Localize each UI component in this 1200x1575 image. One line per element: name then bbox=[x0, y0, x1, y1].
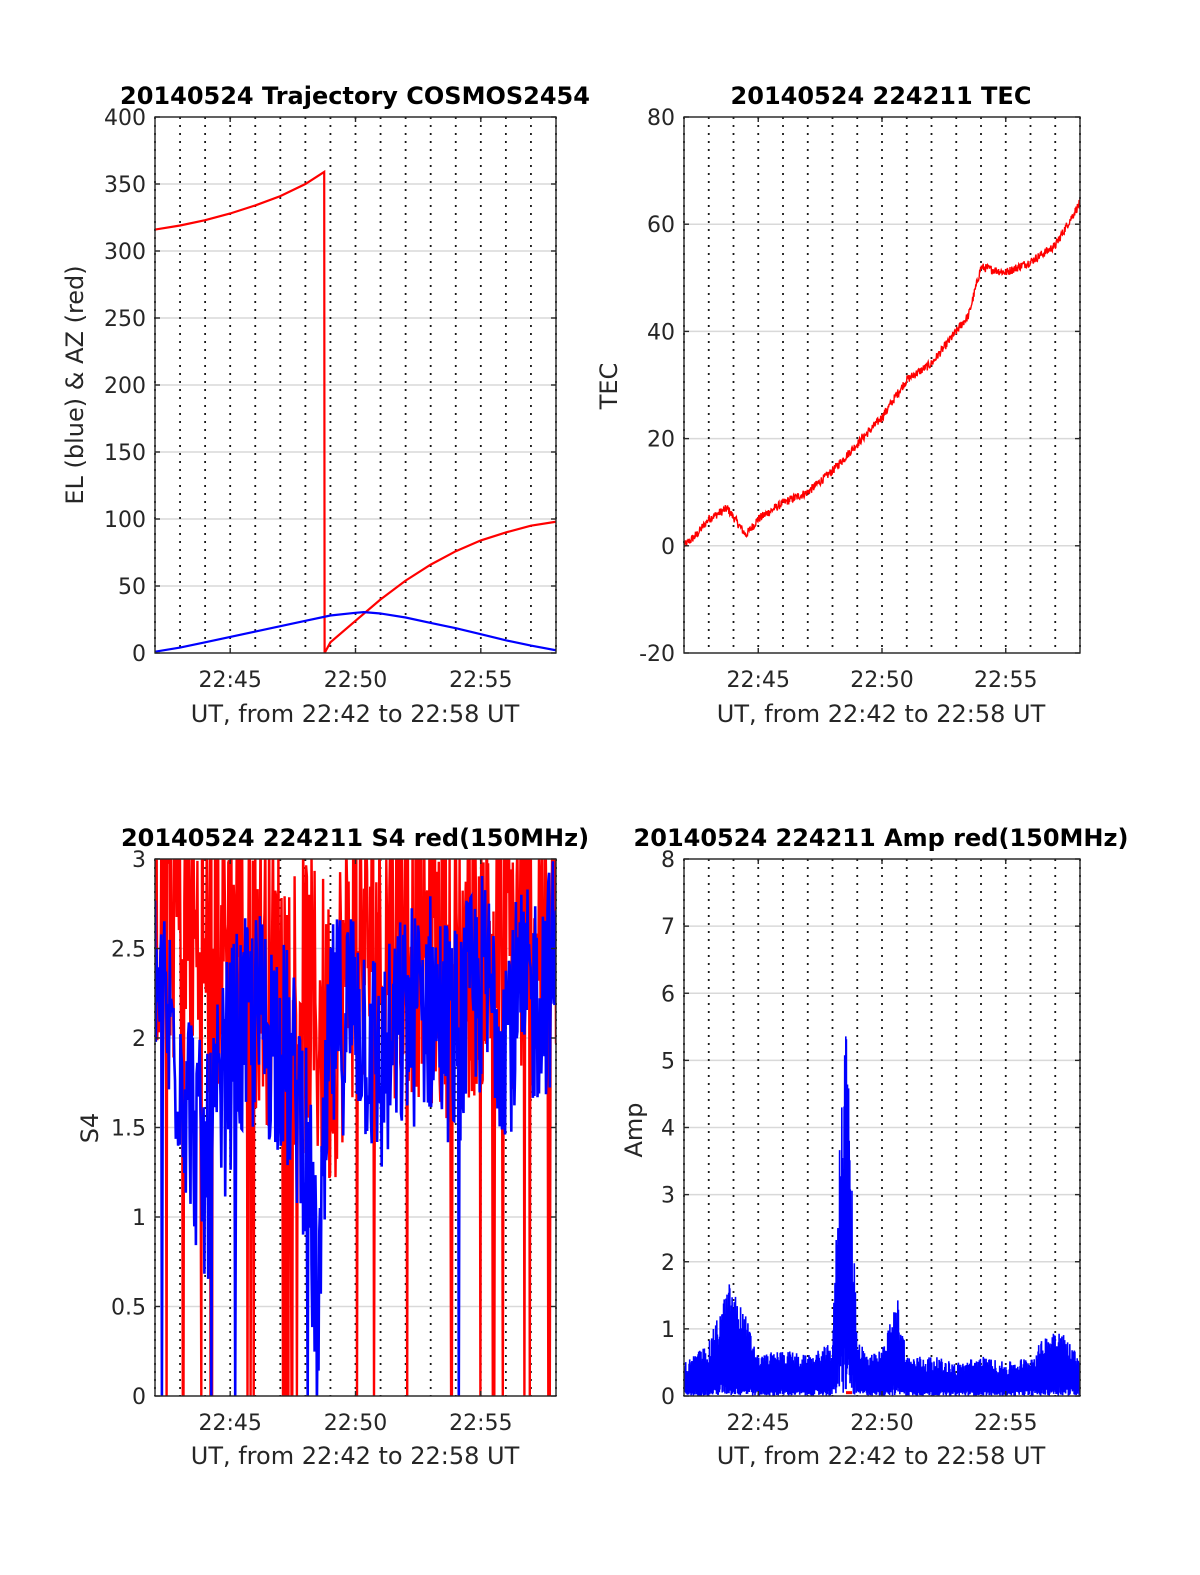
trajectory-series-0 bbox=[155, 169, 556, 653]
amp-y-tick-label: 2 bbox=[661, 1251, 675, 1276]
amp-y-tick-label: 6 bbox=[661, 982, 675, 1007]
tec-y-tick-label: 60 bbox=[647, 213, 675, 238]
amp-x-tick-label: 22:50 bbox=[850, 1411, 913, 1436]
amp-x-tick-label: 22:45 bbox=[727, 1411, 790, 1436]
amp-y-tick-label: 5 bbox=[661, 1049, 675, 1074]
trajectory-y-tick-label: 150 bbox=[104, 441, 146, 466]
tec-series-0 bbox=[684, 198, 1080, 548]
amp-y-tick-label: 0 bbox=[661, 1385, 675, 1410]
amp-x-tick-label: 22:55 bbox=[974, 1411, 1037, 1436]
tec-y-tick-label: 0 bbox=[661, 535, 675, 560]
tec-x-tick-label: 22:45 bbox=[727, 668, 790, 693]
trajectory-series-1 bbox=[155, 610, 556, 653]
trajectory-y-tick-label: 100 bbox=[104, 508, 146, 533]
tec-y-tick-label: 40 bbox=[647, 320, 675, 345]
tec-y-tick-label: -20 bbox=[639, 642, 675, 667]
s4-series-1 bbox=[155, 861, 556, 1396]
trajectory-series-group bbox=[155, 169, 556, 653]
tec-series-group bbox=[684, 198, 1080, 548]
trajectory-x-tick-label: 22:45 bbox=[198, 668, 261, 693]
tec-y-tick-label: 20 bbox=[647, 428, 675, 453]
trajectory-y-tick-label: 50 bbox=[118, 575, 146, 600]
tec-x-label: UT, from 22:42 to 22:58 UT bbox=[717, 700, 1046, 728]
s4-y-tick-label: 2.5 bbox=[111, 938, 146, 963]
s4-y-tick-label: 1 bbox=[132, 1206, 146, 1231]
tec-y-label: TEC bbox=[595, 363, 623, 411]
s4-chart: 20140524 224211 S4 red(150MHz) UT, from … bbox=[76, 824, 589, 1470]
s4-y-label: S4 bbox=[76, 1113, 104, 1144]
trajectory-chart: 20140524 Trajectory COSMOS2454 UT, from … bbox=[61, 82, 590, 728]
s4-y-tick-label: 0.5 bbox=[111, 1296, 146, 1321]
trajectory-x-tick-label: 22:55 bbox=[449, 668, 512, 693]
amp-y-tick-label: 7 bbox=[661, 915, 675, 940]
amp-y-tick-label: 4 bbox=[661, 1117, 675, 1142]
s4-y-tick-label: 3 bbox=[132, 848, 146, 873]
trajectory-y-tick-label: 400 bbox=[104, 106, 146, 131]
tec-x-tick-label: 22:50 bbox=[850, 668, 913, 693]
amp-y-label: Amp bbox=[620, 1102, 648, 1157]
s4-y-tick-label: 1.5 bbox=[111, 1117, 146, 1142]
s4-x-tick-label: 22:45 bbox=[198, 1411, 261, 1436]
amp-title: 20140524 224211 Amp red(150MHz) bbox=[634, 824, 1129, 852]
amp-series-group bbox=[684, 1036, 1080, 1396]
trajectory-y-tick-label: 200 bbox=[104, 374, 146, 399]
trajectory-title: 20140524 Trajectory COSMOS2454 bbox=[120, 82, 590, 110]
tec-x-tick-label: 22:55 bbox=[974, 668, 1037, 693]
s4-series-group bbox=[155, 859, 556, 1396]
trajectory-y-tick-label: 350 bbox=[104, 173, 146, 198]
s4-x-tick-label: 22:55 bbox=[449, 1411, 512, 1436]
trajectory-y-tick-label: 250 bbox=[104, 307, 146, 332]
trajectory-y-label: EL (blue) & AZ (red) bbox=[61, 265, 89, 504]
trajectory-y-tick-label: 300 bbox=[104, 240, 146, 265]
s4-y-tick-label: 0 bbox=[132, 1385, 146, 1410]
tec-y-tick-label: 80 bbox=[647, 106, 675, 131]
amp-series-0 bbox=[684, 1036, 1080, 1396]
trajectory-x-label: UT, from 22:42 to 22:58 UT bbox=[191, 700, 520, 728]
amp-y-tick-label: 8 bbox=[661, 848, 675, 873]
s4-y-tick-label: 2 bbox=[132, 1027, 146, 1052]
tec-chart: 20140524 224211 TEC UT, from 22:42 to 22… bbox=[595, 82, 1081, 728]
trajectory-y-tick-label: 0 bbox=[132, 642, 146, 667]
tec-title: 20140524 224211 TEC bbox=[731, 82, 1032, 110]
s4-x-label: UT, from 22:42 to 22:58 UT bbox=[191, 1442, 520, 1470]
s4-x-tick-label: 22:50 bbox=[324, 1411, 387, 1436]
s4-title: 20140524 224211 S4 red(150MHz) bbox=[121, 824, 589, 852]
amp-x-label: UT, from 22:42 to 22:58 UT bbox=[717, 1442, 1046, 1470]
amp-chart: 20140524 224211 Amp red(150MHz) UT, from… bbox=[620, 824, 1128, 1470]
amp-y-tick-label: 1 bbox=[661, 1318, 675, 1343]
amp-y-tick-label: 3 bbox=[661, 1184, 675, 1209]
trajectory-x-tick-label: 22:50 bbox=[324, 668, 387, 693]
